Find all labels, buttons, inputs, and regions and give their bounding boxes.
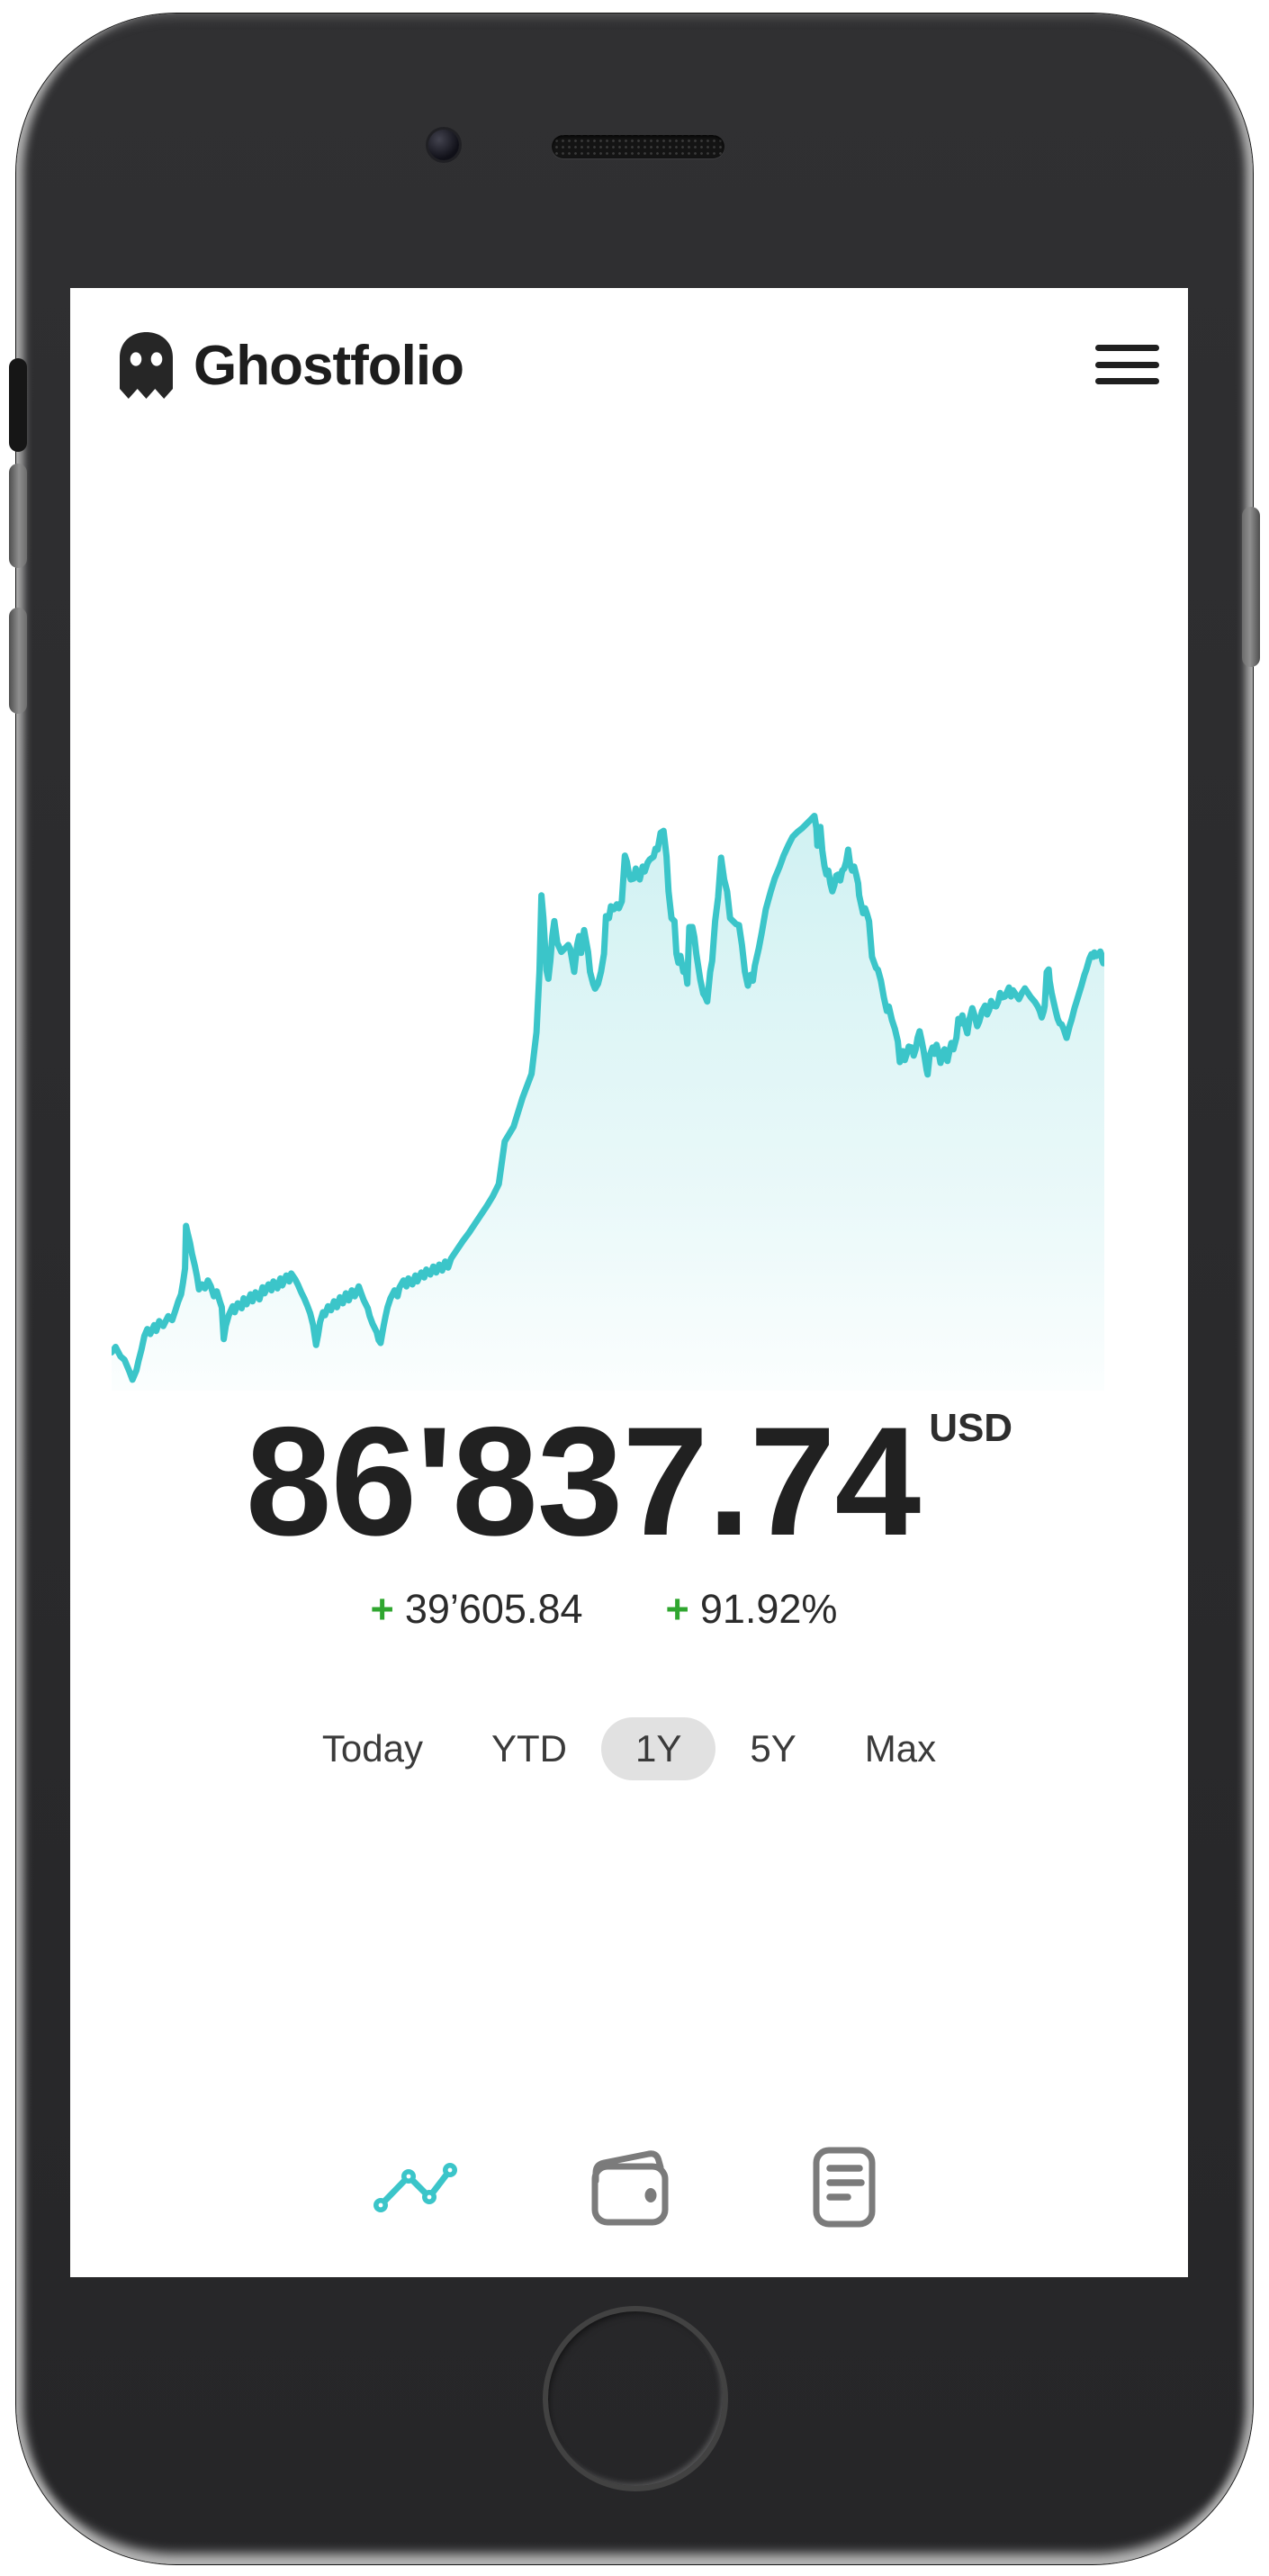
portfolio-change-row: + 39’605.84 + 91.92% — [70, 1586, 1188, 1633]
range-button-1y[interactable]: 1Y — [600, 1717, 716, 1780]
nav-item-performance[interactable] — [369, 2142, 459, 2232]
range-button-today[interactable]: Today — [288, 1717, 457, 1780]
currency-label: USD — [929, 1406, 1013, 1450]
front-camera — [428, 130, 459, 160]
volume-down-button — [9, 608, 27, 714]
hamburger-bar — [1095, 378, 1159, 384]
change-percent-value: 91.92% — [699, 1586, 838, 1632]
app-screen: Ghostfolio 86'837.74 USD + 39’605.84 — [70, 288, 1188, 2277]
ghost-logo-icon — [120, 331, 173, 399]
phone-frame: Ghostfolio 86'837.74 USD + 39’605.84 — [9, 14, 1260, 2564]
hamburger-bar — [1095, 345, 1159, 351]
plus-sign-icon: + — [370, 1586, 394, 1632]
range-button-max[interactable]: Max — [831, 1717, 970, 1780]
app-title: Ghostfolio — [194, 334, 464, 397]
change-percent: + 91.92% — [666, 1586, 838, 1633]
wallet-icon — [591, 2150, 669, 2226]
performance-chart-icon — [374, 2163, 457, 2212]
range-button-ytd[interactable]: YTD — [457, 1717, 601, 1780]
app-header: Ghostfolio — [120, 329, 1161, 401]
transactions-icon — [813, 2147, 876, 2228]
portfolio-value: 86'837.74 — [245, 1395, 921, 1568]
range-button-5y[interactable]: 5Y — [716, 1717, 830, 1780]
app-logo-link[interactable]: Ghostfolio — [120, 331, 464, 400]
home-button — [543, 2306, 728, 2491]
change-absolute: + 39’605.84 — [371, 1586, 583, 1633]
volume-up-button — [9, 464, 27, 568]
change-absolute-value: 39’605.84 — [404, 1586, 583, 1632]
hamburger-menu-button[interactable] — [1095, 345, 1159, 384]
nav-item-transactions[interactable] — [799, 2142, 889, 2232]
plus-sign-icon: + — [665, 1586, 689, 1632]
power-button — [1242, 507, 1260, 667]
performance-chart[interactable] — [112, 801, 1104, 1391]
hamburger-bar — [1095, 361, 1159, 368]
portfolio-value-row: 86'837.74 USD — [70, 1404, 1188, 1559]
nav-item-accounts[interactable] — [585, 2142, 675, 2232]
bottom-navigation — [70, 2142, 1188, 2241]
range-selector: Today YTD 1Y 5Y Max — [70, 1717, 1188, 1780]
earpiece-speaker — [552, 135, 724, 158]
mute-switch — [9, 358, 27, 452]
